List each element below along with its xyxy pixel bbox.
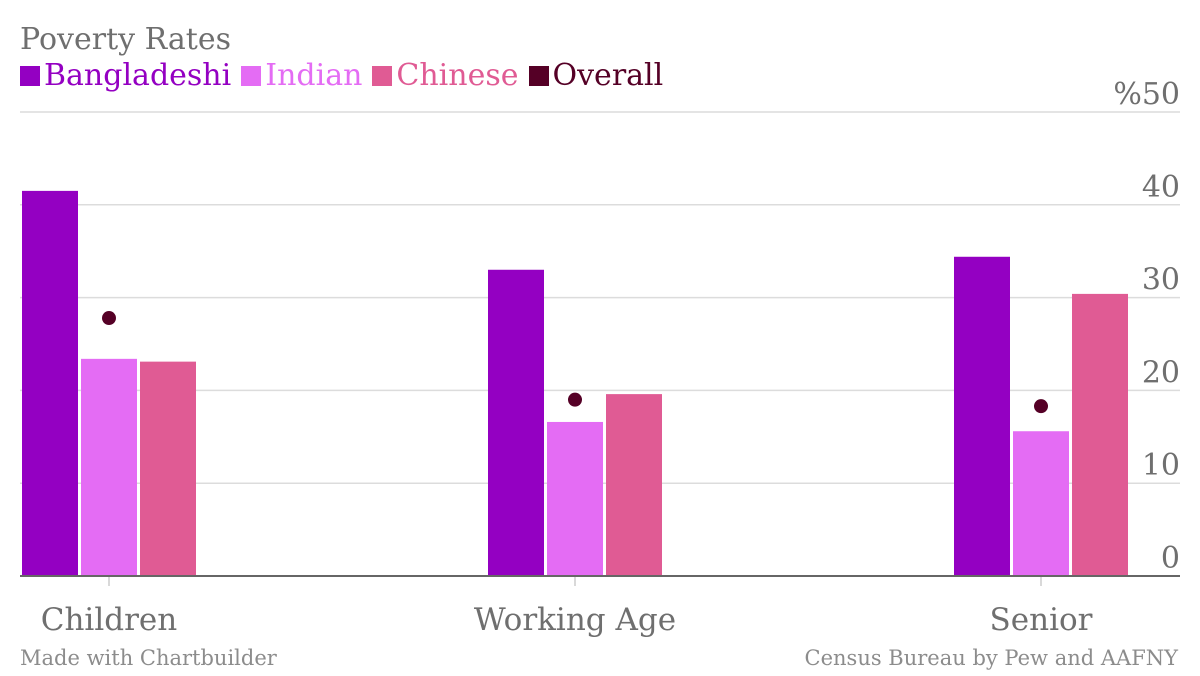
legend-swatch-indian xyxy=(241,66,262,86)
legend-label-bangladeshi: Bangladeshi xyxy=(44,58,232,93)
legend-label-indian: Indian xyxy=(265,58,363,93)
bar-indian-working-age xyxy=(547,421,603,576)
legend-swatch-overall xyxy=(528,66,549,86)
legend-item-overall: Overall xyxy=(528,58,664,93)
bar-chinese-working-age xyxy=(606,394,662,576)
bar-bangladeshi-senior xyxy=(954,256,1010,576)
bar-bangladeshi-working-age xyxy=(488,269,544,576)
legend-label-chinese: Chinese xyxy=(396,58,519,93)
y-tick-label: %50 xyxy=(1113,77,1180,112)
legend-swatch-chinese xyxy=(372,66,393,86)
y-tick-label: 0 xyxy=(1161,541,1180,576)
footer-source: Census Bureau by Pew and AAFNY xyxy=(804,646,1178,670)
legend: Bangladeshi Indian Chinese Overall xyxy=(20,58,673,93)
x-tick-label: Working Age xyxy=(474,602,676,638)
bar-bangladeshi-children xyxy=(22,190,78,576)
legend-item-bangladeshi: Bangladeshi xyxy=(20,58,231,93)
x-tick-label: Senior xyxy=(990,602,1093,638)
legend-item-chinese: Chinese xyxy=(372,58,519,93)
bar-indian-children xyxy=(81,358,137,576)
dot-overall-children xyxy=(102,311,116,326)
chart-title: Poverty Rates xyxy=(20,22,231,57)
bar-chinese-children xyxy=(140,361,196,576)
bar-indian-senior xyxy=(1013,431,1069,576)
y-tick-label: 30 xyxy=(1142,263,1180,298)
x-tick-label: Children xyxy=(41,602,178,638)
y-tick-label: 20 xyxy=(1142,355,1180,390)
legend-swatch-bangladeshi xyxy=(20,66,40,86)
footer-credit: Made with Chartbuilder xyxy=(20,646,277,670)
legend-label-overall: Overall xyxy=(552,58,664,93)
dot-overall-working-age xyxy=(568,392,582,407)
y-tick-label: 40 xyxy=(1142,170,1180,205)
legend-item-indian: Indian xyxy=(241,58,362,93)
y-tick-label: 10 xyxy=(1142,448,1180,483)
dot-overall-senior xyxy=(1034,399,1048,414)
bar-chinese-senior xyxy=(1072,293,1128,576)
